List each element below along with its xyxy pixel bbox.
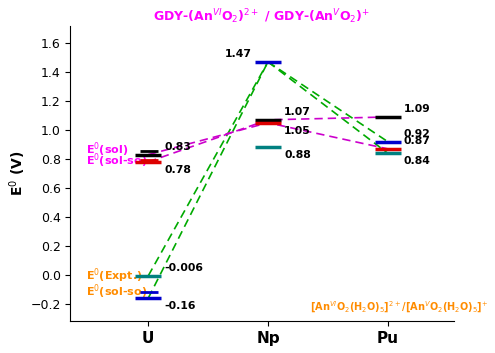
Y-axis label: E$^0$ (V): E$^0$ (V) [7, 151, 28, 196]
Text: 1.09: 1.09 [404, 104, 431, 114]
Text: [An$^{VI}$O$_2$(H$_2$O)$_5$]$^{2+}$/[An$^{V}$O$_2$(H$_2$O)$_5$]$^{+}$: [An$^{VI}$O$_2$(H$_2$O)$_5$]$^{2+}$/[An$… [310, 299, 488, 315]
Text: 0.83: 0.83 [164, 142, 191, 152]
Text: 0.78: 0.78 [164, 165, 191, 175]
Text: 0.88: 0.88 [284, 150, 311, 160]
Text: 1.47: 1.47 [225, 49, 252, 59]
Text: 1.05: 1.05 [284, 126, 311, 136]
Text: 0.92: 0.92 [404, 129, 431, 139]
Text: -0.16: -0.16 [164, 301, 196, 311]
Text: E$^0$(sol): E$^0$(sol) [86, 140, 128, 159]
Text: E$^0$(sol-so): E$^0$(sol-so) [86, 151, 147, 170]
Text: E$^0$(sol-so): E$^0$(sol-so) [86, 282, 147, 301]
Text: -0.006: -0.006 [164, 263, 203, 273]
Text: 1.07: 1.07 [284, 107, 311, 117]
Text: E$^0$(Expt.): E$^0$(Expt.) [86, 267, 143, 285]
Title: GDY-(An$^{VI}$O$_2$)$^{2+}$ / GDY-(An$^{V}$O$_2$)$^{+}$: GDY-(An$^{VI}$O$_2$)$^{2+}$ / GDY-(An$^{… [153, 7, 371, 26]
Text: 0.84: 0.84 [404, 156, 431, 166]
Text: 0.87: 0.87 [404, 136, 431, 146]
